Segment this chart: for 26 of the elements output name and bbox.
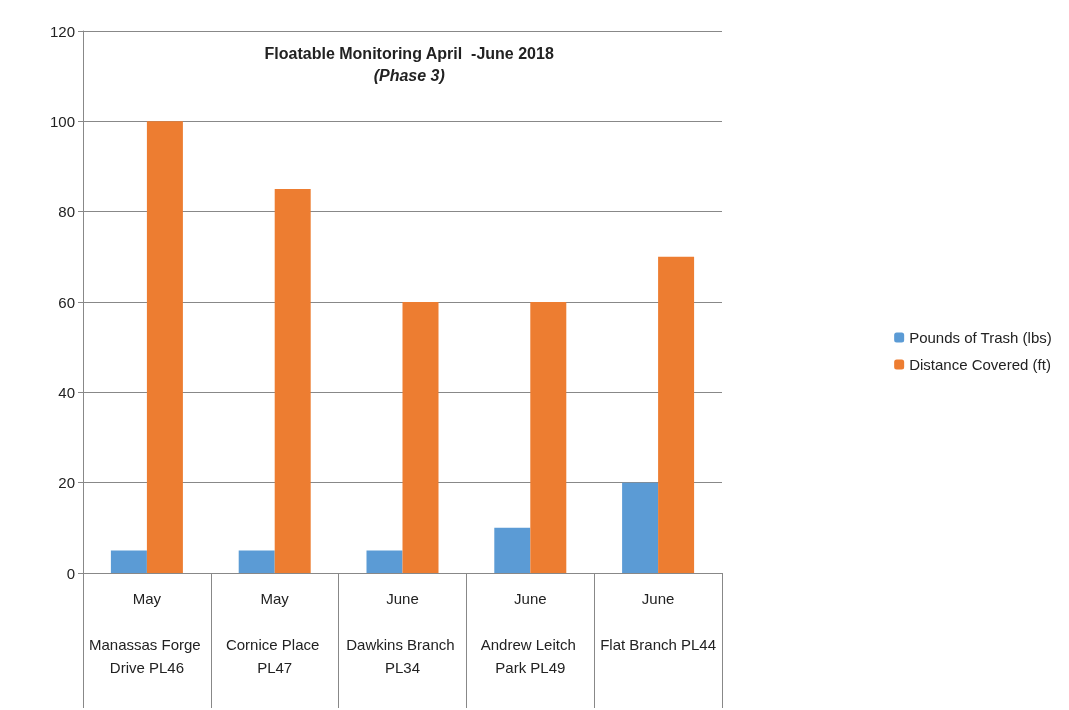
y-tick-label: 40 — [58, 383, 75, 401]
y-tick-label: 20 — [58, 474, 75, 492]
y-tick-label: 0 — [66, 564, 75, 582]
legend-label: Pounds of Trash (lbs) — [909, 329, 1052, 346]
legend-label: Distance Covered (ft) — [909, 356, 1051, 373]
category-label: May Cornice Place PL47 — [225, 590, 320, 676]
bar — [658, 256, 695, 573]
y-tick-label: 60 — [58, 293, 75, 311]
bar — [402, 302, 439, 573]
category-label: June Andrew Leitch Park PL49 — [480, 590, 576, 676]
category-label: June Dawkins Branch PL34 — [346, 590, 455, 676]
bar — [146, 121, 183, 573]
y-tick-label: 120 — [49, 22, 75, 40]
bar — [622, 482, 659, 573]
category-label: June Flat Branch PL44 — [600, 590, 717, 653]
y-tick-label: 100 — [49, 112, 75, 130]
bar — [238, 550, 275, 573]
bar — [110, 550, 147, 573]
y-tick-label: 80 — [58, 203, 75, 221]
bar — [530, 302, 567, 573]
bar — [366, 550, 403, 573]
text: (Phase 3) — [373, 66, 445, 84]
bar — [274, 189, 311, 573]
text: Floatable Monitoring April -June 2018 — [264, 44, 554, 62]
bar — [494, 527, 531, 573]
category-label: May Manassas Forge Drive PL46 — [88, 590, 201, 676]
